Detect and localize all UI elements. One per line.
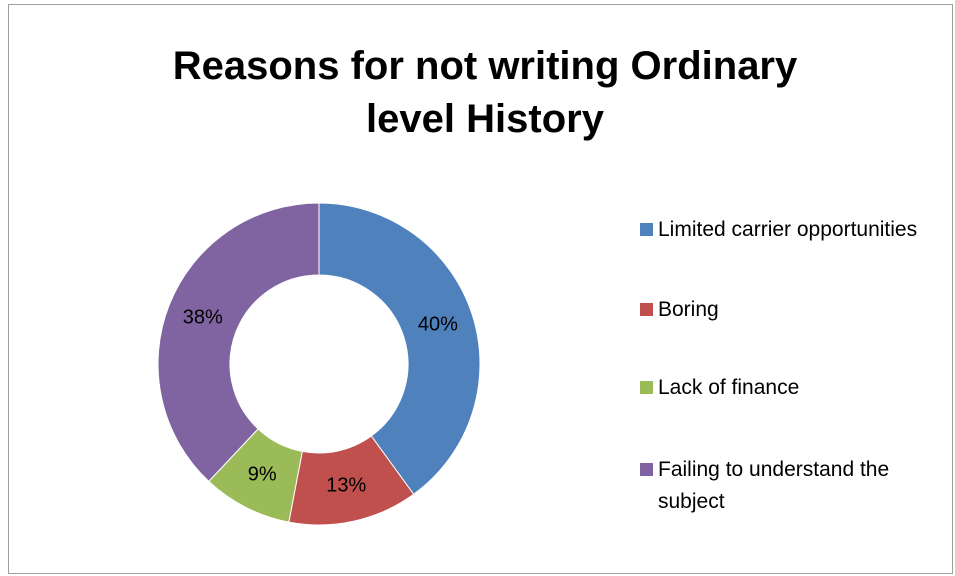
data-label: 38% [183,306,223,328]
legend-swatch [640,381,653,394]
legend-label: Limited carrier opportunities [658,218,918,241]
legend-swatch [640,223,653,236]
chart-border [8,4,953,574]
legend-swatch [640,463,653,476]
donut-slice [318,202,481,495]
legend-item: Limited carrier opportunities [640,214,940,246]
chart-title: Reasons for not writing Ordinary level H… [172,44,798,141]
legend-item: Failing to understand the subject [640,454,940,518]
legend-swatch [640,303,653,316]
donut-slice [157,202,320,483]
legend-item: Lack of finance [640,372,940,404]
legend-item: Boring [640,294,940,326]
data-label: 9% [248,464,277,486]
data-label: 13% [326,474,366,496]
legend-label: Failing to understand the subject [658,458,890,513]
legend-label: Lack of finance [658,376,800,399]
data-label: 40% [418,314,458,336]
legend-label: Boring [658,298,719,321]
